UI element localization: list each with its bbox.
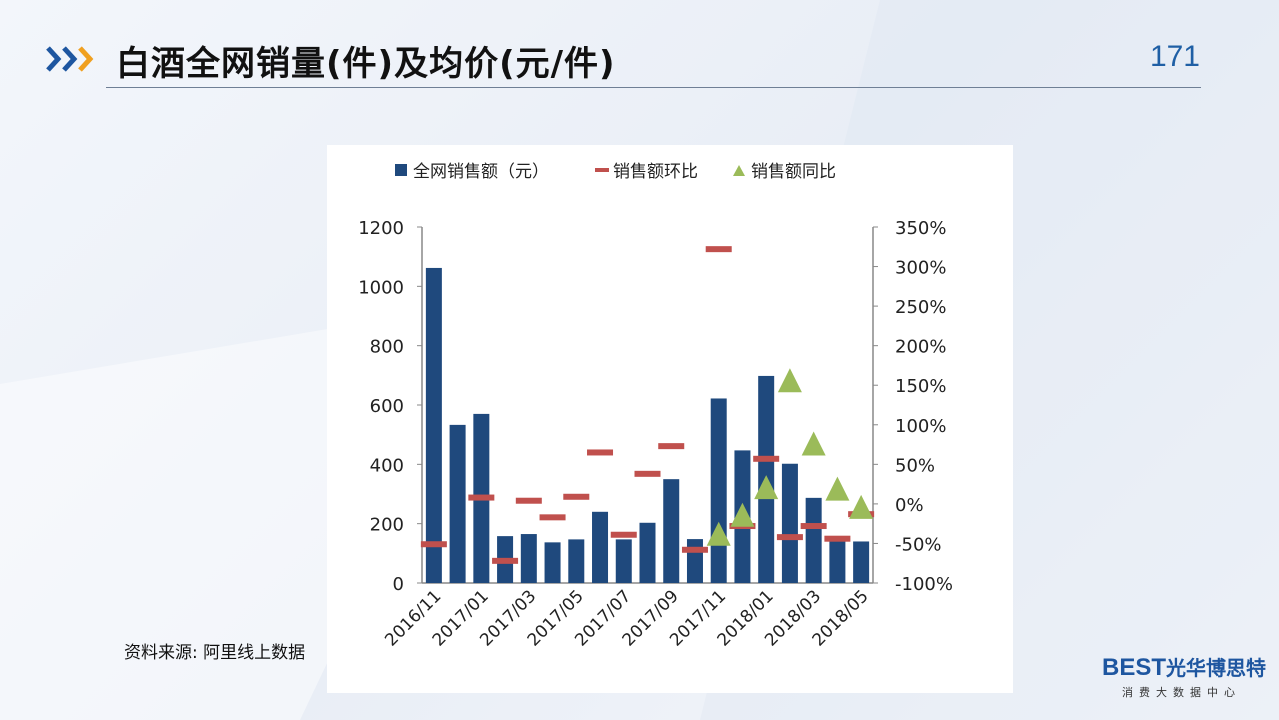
bar — [853, 541, 870, 583]
mom-marker — [563, 493, 590, 500]
bar — [686, 539, 703, 583]
y-tick-label-right: 200% — [895, 337, 946, 358]
sales-chart: 全网销售额（元） 销售额环比 销售额同比 0 200 400 600 800 1000 1200 -… — [358, 162, 953, 650]
yoy-marker — [849, 494, 874, 519]
mom-marker — [681, 546, 708, 553]
bar — [639, 522, 656, 583]
legend-swatch-bar — [395, 164, 407, 176]
mom-marker — [610, 531, 637, 538]
mom-marker — [587, 449, 614, 456]
y-tick-label-left: 0 — [393, 574, 404, 595]
mom-marker — [753, 455, 780, 462]
mom-marker — [824, 535, 851, 542]
y-tick-label-right: 350% — [895, 218, 946, 239]
legend-swatch-triangle — [733, 165, 745, 176]
page-title: 白酒全网销量(件)及均价(元/件) — [116, 44, 616, 84]
y-tick-label-right: 100% — [895, 416, 946, 437]
legend-swatch-dash — [595, 168, 609, 172]
bar — [663, 479, 680, 583]
bar — [615, 539, 632, 583]
bar — [544, 542, 561, 583]
y-tick-label-left: 200 — [370, 515, 404, 536]
logo-subtitle: 消费大数据中心 — [1122, 686, 1241, 699]
y-tick-label-right: 300% — [895, 258, 946, 279]
y-tick-label-left: 800 — [370, 337, 404, 358]
legend-label: 全网销售额（元） — [413, 162, 549, 182]
chevron-arrows-icon — [46, 46, 94, 72]
logo-brand: BEST — [1102, 654, 1167, 681]
logo-brand-cn: 光华博思特 — [1166, 656, 1267, 680]
mom-marker — [515, 497, 542, 504]
bar — [781, 463, 798, 583]
slide-header: 白酒全网销量(件)及均价(元/件) 171 — [40, 30, 1200, 88]
mom-marker — [800, 523, 827, 530]
legend-label: 销售额环比 — [613, 162, 698, 182]
bar — [520, 534, 537, 583]
bar — [710, 398, 727, 583]
bar — [425, 267, 442, 583]
yoy-marker — [754, 475, 779, 500]
data-source-note: 资料来源: 阿里线上数据 — [124, 643, 306, 663]
mom-marker — [468, 494, 495, 501]
mom-marker — [776, 534, 803, 541]
y-tick-label-right: -100% — [895, 574, 953, 595]
bar — [592, 511, 609, 583]
yoy-marker — [825, 476, 850, 501]
mom-marker — [420, 541, 447, 548]
yoy-marker — [801, 431, 826, 456]
bar — [449, 424, 466, 583]
mom-marker — [634, 470, 661, 477]
y-tick-label-right: 150% — [895, 376, 946, 397]
mom-marker — [658, 443, 685, 450]
y-tick-label-right: 250% — [895, 297, 946, 318]
mom-marker — [492, 557, 519, 564]
bar — [568, 539, 585, 583]
page-number: 171 — [1149, 40, 1200, 73]
y-tick-label-right: -50% — [895, 534, 942, 555]
bar — [805, 497, 822, 583]
yoy-marker — [706, 521, 731, 546]
mom-marker — [539, 514, 566, 521]
chart-panel: 全网销售额（元） 销售额环比 销售额同比 0 200 400 600 800 1000 1200 -… — [327, 145, 1013, 693]
y-tick-label-left: 1000 — [358, 277, 404, 298]
y-tick-label-left: 400 — [370, 455, 404, 476]
y-tick-label-left: 1200 — [358, 218, 404, 239]
legend-label: 销售额同比 — [751, 162, 836, 182]
bar — [829, 539, 846, 583]
brand-logo: BEST光华博思特 消费大数据中心 — [1102, 652, 1272, 702]
yoy-marker — [777, 368, 802, 393]
y-tick-label-left: 600 — [370, 396, 404, 417]
y-tick-label-right: 0% — [895, 495, 924, 516]
y-tick-label-right: 50% — [895, 455, 935, 476]
yoy-marker — [730, 502, 755, 527]
mom-marker — [705, 246, 732, 253]
header-divider — [106, 87, 1201, 88]
